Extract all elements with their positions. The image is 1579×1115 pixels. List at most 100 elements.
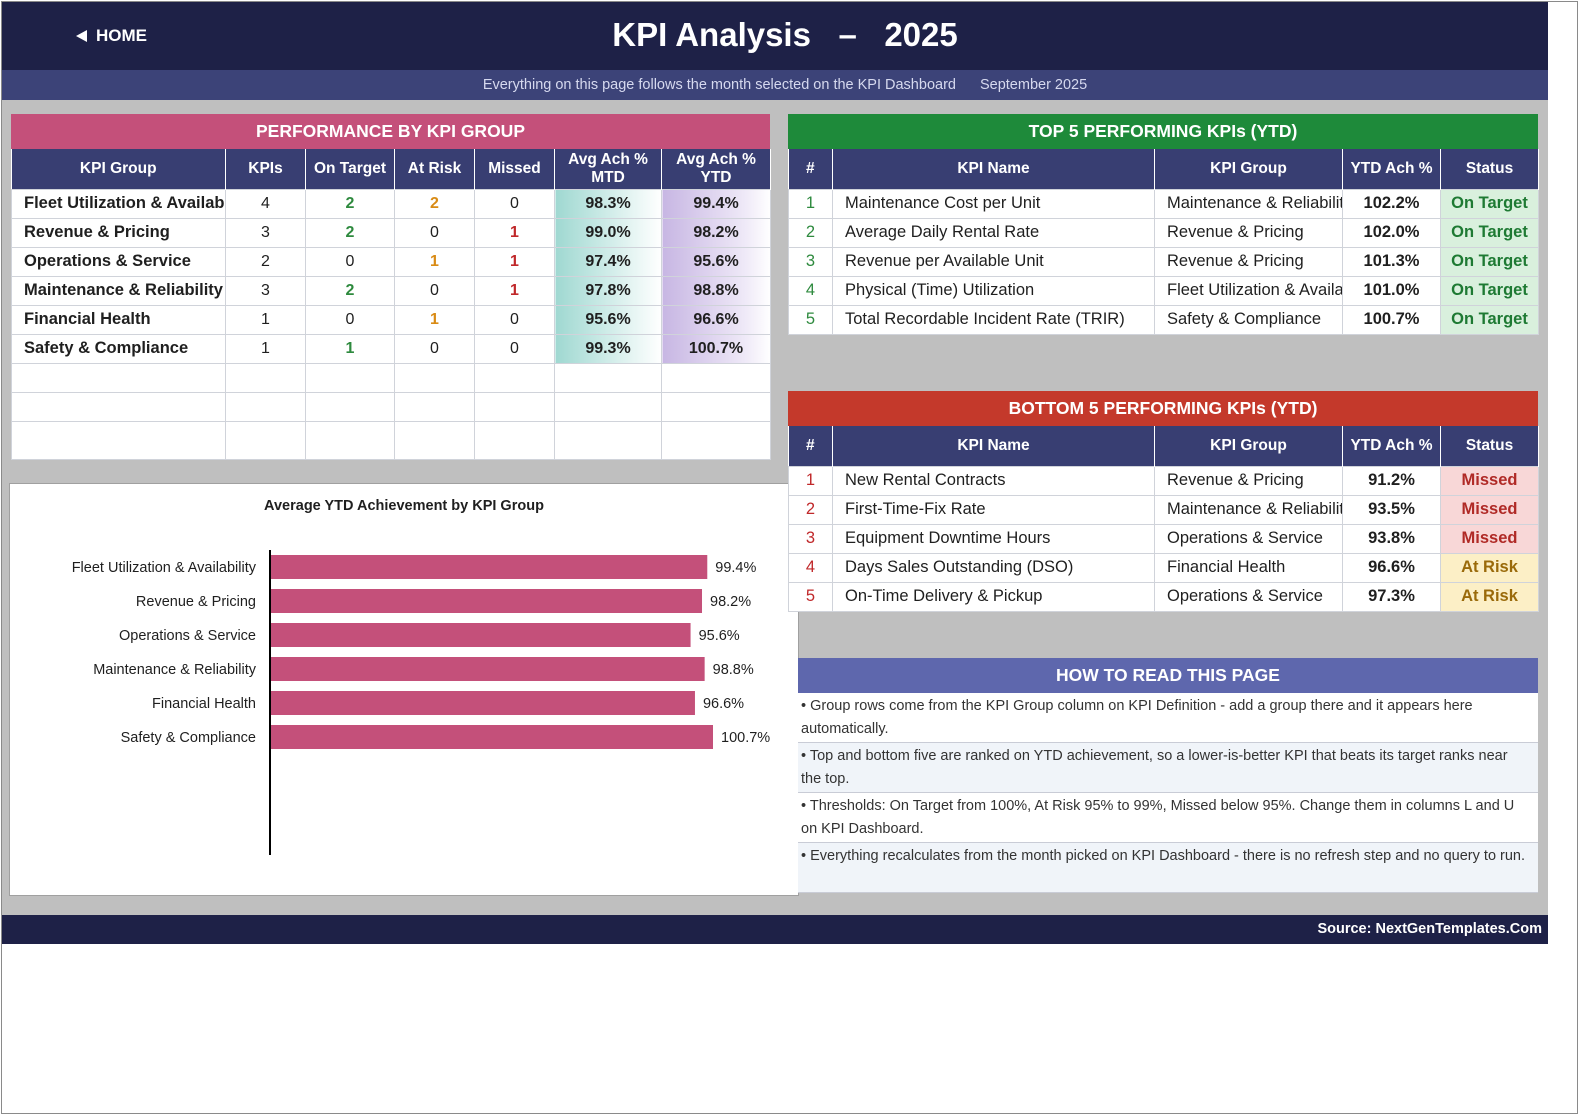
top5-banner: TOP 5 PERFORMING KPIs (YTD) [788, 114, 1538, 149]
top5-header-row: # KPI Name KPI Group YTD Ach % Status [788, 149, 1539, 189]
chart-bar [270, 691, 695, 715]
empty-cell [554, 391, 662, 422]
missed-cell: 1 [474, 275, 555, 306]
kpi-count-cell: 3 [225, 275, 306, 306]
empty-cell [394, 420, 475, 460]
col-on-target: On Target [305, 149, 395, 189]
col-kpi-group: KPI Group [11, 149, 226, 189]
how-to-read-item: • Group rows come from the KPI Group col… [798, 693, 1538, 743]
at-risk-cell: 0 [394, 217, 475, 248]
table-row: Safety & Compliance 1 1 0 0 99.3% 100.7% [11, 333, 771, 364]
how-to-read-item: • Everything recalculates from the month… [798, 843, 1538, 893]
performance-banner: PERFORMANCE BY KPI GROUP [11, 114, 770, 149]
empty-cell [305, 391, 395, 422]
rank-cell: 5 [788, 581, 833, 612]
avg-ytd-cell: 100.7% [661, 333, 771, 364]
empty-cell [394, 391, 475, 422]
missed-cell: 0 [474, 333, 555, 364]
col-rank: # [788, 149, 833, 189]
chart-bar [270, 555, 708, 579]
kpi-count-cell: 1 [225, 304, 306, 335]
empty-cell [474, 420, 555, 460]
table-row: Maintenance & Reliability 3 2 0 1 97.8% 98.8% [11, 275, 771, 306]
empty-cell [225, 420, 306, 460]
kpi-group-cell: Maintenance & Reliability [1154, 494, 1343, 525]
missed-cell: 1 [474, 217, 555, 248]
empty-cell [394, 362, 475, 393]
chart-data-label: 98.8% [713, 662, 754, 678]
on-target-cell: 0 [305, 246, 395, 277]
home-label: HOME [96, 26, 147, 45]
status-badge: At Risk [1440, 552, 1539, 583]
month-note: Everything on this page follows the mont… [482, 77, 956, 93]
ytd-ach-cell: 100.7% [1342, 304, 1441, 335]
rank-cell: 2 [788, 494, 833, 525]
col-kpi-group: KPI Group [1154, 426, 1343, 466]
kpi-group-cell: Revenue & Pricing [1154, 217, 1343, 248]
kpi-name-cell: Total Recordable Incident Rate (TRIR) [832, 304, 1155, 335]
col-kpi-name: KPI Name [832, 426, 1155, 466]
bottom5-header-row: # KPI Name KPI Group YTD Ach % Status [788, 426, 1539, 466]
table-row: 2 Average Daily Rental Rate Revenue & Pric… [788, 217, 1539, 248]
how-to-read-banner: HOW TO READ THIS PAGE [798, 658, 1538, 693]
how-to-read-list: • Group rows come from the KPI Group col… [798, 693, 1538, 893]
empty-row [11, 362, 771, 393]
empty-cell [225, 391, 306, 422]
col-kpi-group: KPI Group [1154, 149, 1343, 189]
rank-cell: 5 [788, 304, 833, 335]
footer-bar: Source: NextGenTemplates.Com [2, 915, 1548, 944]
bottom5-banner: BOTTOM 5 PERFORMING KPIs (YTD) [788, 391, 1538, 426]
chart-data-label: 99.4% [715, 560, 756, 576]
kpi-group-cell: Safety & Compliance [1154, 304, 1343, 335]
ytd-ach-cell: 91.2% [1342, 465, 1441, 496]
kpi-name-cell: Maintenance Cost per Unit [832, 188, 1155, 219]
group-name-cell: Safety & Compliance [11, 333, 226, 364]
how-to-read-item: • Top and bottom five are ranked on YTD … [798, 743, 1538, 793]
ytd-achievement-chart: Average YTD Achievement by KPI Group Fle… [9, 483, 799, 896]
avg-ytd-cell: 99.4% [661, 188, 771, 219]
chart-category-label: Maintenance & Reliability [93, 662, 257, 678]
page-title: KPI Analysis – 2025 [612, 16, 958, 53]
col-missed: Missed [474, 149, 555, 189]
avg-mtd-cell: 99.3% [554, 333, 662, 364]
chart-bar [270, 657, 705, 681]
chart-canvas: Fleet Utilization & Availability 99.4% Rev… [72, 550, 770, 855]
table-row: Financial Health 1 0 1 0 95.6% 96.6% [11, 304, 771, 335]
group-name-cell: Revenue & Pricing [11, 217, 226, 248]
rank-cell: 4 [788, 552, 833, 583]
kpi-group-cell: Financial Health [1154, 552, 1343, 583]
chart-bar [270, 623, 691, 647]
col-avg-mtd: Avg Ach % MTD [554, 149, 662, 189]
ytd-ach-cell: 101.3% [1342, 246, 1441, 277]
chart-category-label: Safety & Compliance [121, 730, 256, 746]
missed-cell: 0 [474, 188, 555, 219]
kpi-count-cell: 4 [225, 188, 306, 219]
rank-cell: 3 [788, 523, 833, 554]
ytd-ach-cell: 101.0% [1342, 275, 1441, 306]
at-risk-cell: 2 [394, 188, 475, 219]
home-button[interactable]: HOME [76, 26, 147, 46]
kpi-group-cell: Fleet Utilization & Availability [1154, 275, 1343, 306]
col-kpi-name: KPI Name [832, 149, 1155, 189]
kpi-count-cell: 3 [225, 217, 306, 248]
group-name-cell: Operations & Service [11, 246, 226, 277]
group-name-cell: Fleet Utilization & Availability [11, 188, 226, 219]
empty-cell [554, 362, 662, 393]
chart-data-label: 96.6% [703, 696, 744, 712]
status-badge: Missed [1440, 494, 1539, 525]
status-badge: On Target [1440, 246, 1539, 277]
col-at-risk: At Risk [394, 149, 475, 189]
on-target-cell: 0 [305, 304, 395, 335]
at-risk-cell: 0 [394, 275, 475, 306]
empty-cell [661, 420, 771, 460]
table-row: 5 Total Recordable Incident Rate (TRIR) Sa… [788, 304, 1539, 335]
chart-bar [270, 589, 703, 613]
empty-row [11, 391, 771, 422]
on-target-cell: 2 [305, 275, 395, 306]
empty-cell [661, 391, 771, 422]
empty-row [11, 420, 771, 460]
how-to-read-item: • Thresholds: On Target from 100%, At Ri… [798, 793, 1538, 843]
col-rank: # [788, 426, 833, 466]
empty-cell [305, 362, 395, 393]
empty-cell [661, 362, 771, 393]
